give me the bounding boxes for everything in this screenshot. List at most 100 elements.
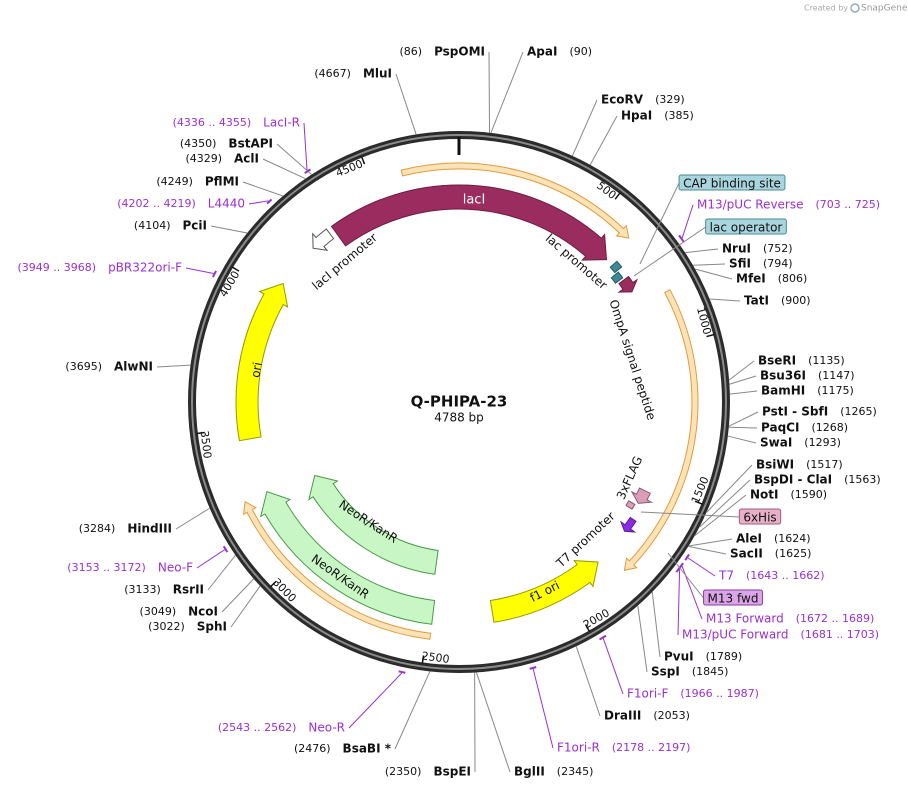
feature-box-bg xyxy=(738,508,782,525)
site-leader xyxy=(156,364,191,368)
primer-range: (2543 .. 2562) xyxy=(218,721,297,734)
site-name: BspDI - ClaI xyxy=(754,473,832,487)
site-name: MluI xyxy=(363,67,392,81)
site-leader xyxy=(488,51,491,133)
feature-leader xyxy=(640,511,740,518)
site-position: (3284) xyxy=(79,522,116,535)
site-name: PciI xyxy=(183,219,208,233)
backbone-inner xyxy=(191,134,727,670)
site-position: (2350) xyxy=(385,765,422,778)
lac-operator-box xyxy=(610,271,624,284)
site-name: DraIII xyxy=(604,709,641,723)
tick-mark xyxy=(584,624,591,632)
site-position: (2053) xyxy=(653,709,690,722)
primer-leader xyxy=(248,200,269,205)
site-leader xyxy=(728,360,755,381)
primer-range: (703 .. 725) xyxy=(816,198,881,211)
primer-name: F1ori-F xyxy=(627,687,668,701)
site-leader xyxy=(692,263,726,266)
site-name: BglII xyxy=(514,765,545,779)
primer-mark xyxy=(684,553,690,561)
feature-label: 6xHis xyxy=(743,511,776,525)
primer-range: (1672 .. 1689) xyxy=(796,612,875,625)
site-leader xyxy=(490,51,524,134)
tick-label: 3500 xyxy=(198,430,214,459)
site-name: BseRI xyxy=(758,354,796,368)
primer-mark xyxy=(398,670,406,674)
tick-mark xyxy=(694,500,703,505)
map-size: 4788 bp xyxy=(434,411,484,425)
primer-leader xyxy=(532,668,554,749)
site-leader xyxy=(571,99,598,157)
primer-name: F1ori-R xyxy=(557,741,600,755)
neor-arrow xyxy=(308,474,439,575)
map-title: Q-PHIPA-23 xyxy=(411,393,508,411)
site-position: (1147) xyxy=(818,369,855,382)
primer-mark xyxy=(222,545,229,553)
site-leader xyxy=(394,671,431,750)
site-name: PspOMI xyxy=(434,45,485,59)
site-leader xyxy=(694,268,733,280)
site-position: (1590) xyxy=(791,488,828,501)
primer-range: (2178 .. 2197) xyxy=(612,741,691,754)
primer-leader xyxy=(185,267,214,275)
site-position: (1268) xyxy=(811,421,848,434)
primer-leader xyxy=(681,204,694,239)
site-name: BstAPI xyxy=(228,137,273,151)
feature-box-bg xyxy=(703,589,763,606)
site-leader xyxy=(589,115,618,166)
primer-mark xyxy=(598,634,607,641)
site-name: BsiWI xyxy=(756,458,794,472)
feature-label: lac operator xyxy=(710,221,783,235)
site-leader xyxy=(729,375,757,385)
site-name: AclI xyxy=(234,152,259,166)
site-position: (1845) xyxy=(692,665,729,678)
f1-ori-arrow xyxy=(489,560,599,623)
site-name: SspI xyxy=(651,665,680,679)
site-position: (4249) xyxy=(156,175,193,188)
site-name: Bsu36I xyxy=(760,369,806,383)
tick-mark xyxy=(196,431,205,435)
site-name: SfiI xyxy=(729,257,751,271)
site-position: (2345) xyxy=(557,765,594,778)
site-position: (1135) xyxy=(808,354,845,367)
primer-range: (4336 .. 4355) xyxy=(173,116,252,129)
flag-arrow xyxy=(630,487,654,504)
feature-box: CAP binding site xyxy=(639,174,786,265)
region-arc xyxy=(400,162,630,239)
site-leader xyxy=(210,225,248,234)
primer-name: L4440 xyxy=(208,197,245,211)
tick-mark xyxy=(614,192,621,200)
brand: SnapGene xyxy=(861,4,908,14)
created-by: Created by xyxy=(804,4,848,13)
primer-leader xyxy=(196,549,225,569)
feature-label: lacI xyxy=(463,193,486,208)
site-leader xyxy=(727,435,757,444)
site-name: PvuI xyxy=(664,650,694,664)
primer-range: (3949 .. 3968) xyxy=(18,261,97,274)
site-name: PflMI xyxy=(205,175,239,189)
site-name: PstI - SbfI xyxy=(762,405,828,419)
site-position: (4104) xyxy=(134,219,171,232)
site-leader xyxy=(694,494,747,537)
his-box xyxy=(625,500,636,510)
tick-label: 2500 xyxy=(421,649,451,666)
t7-promoter-arrow xyxy=(619,516,637,533)
site-position: (3133) xyxy=(124,583,161,596)
site-position: (4667) xyxy=(314,67,351,80)
site-name: AlwNI xyxy=(114,360,153,374)
site-leader xyxy=(637,605,648,673)
site-position: (86) xyxy=(399,45,422,58)
site-position: (1175) xyxy=(817,384,854,397)
site-leader xyxy=(207,554,236,591)
site-leader xyxy=(706,464,753,513)
feature-box: lac operator xyxy=(633,218,787,277)
site-position: (3049) xyxy=(140,605,177,618)
site-name: MfeI xyxy=(736,272,766,286)
neor-arrow xyxy=(259,490,436,625)
site-leader xyxy=(651,591,661,658)
feature-leader xyxy=(667,552,704,599)
site-name: RsrII xyxy=(173,583,204,597)
